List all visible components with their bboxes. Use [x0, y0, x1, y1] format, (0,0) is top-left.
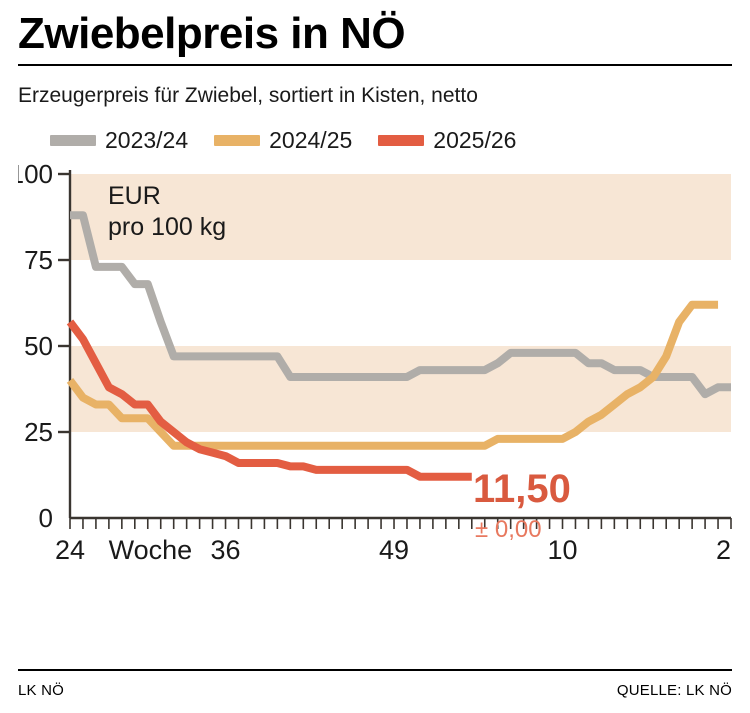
legend-label-2024-25: 2024/25 — [269, 127, 353, 154]
legend-label-2025-26: 2025/26 — [433, 127, 517, 154]
legend-item-2024-25: 2024/25 — [214, 129, 352, 152]
legend-item-2023-24: 2023/24 — [50, 129, 188, 152]
footer-divider — [18, 669, 732, 671]
chart-band-1 — [70, 346, 731, 433]
title-divider — [18, 64, 732, 66]
legend-item-2025-26: 2025/26 — [378, 129, 516, 152]
current-value-label: 11,50 — [473, 467, 571, 511]
unit-annotation-line2: pro 100 kg — [108, 213, 226, 241]
series-line-2023-24 — [70, 211, 731, 399]
page-title: Zwiebelpreis in NÖ — [18, 9, 406, 58]
x-tick-label: 49 — [379, 535, 409, 565]
y-tick-label: 0 — [39, 503, 53, 533]
y-tick-label: 100 — [18, 162, 53, 189]
legend-swatch-2023-24 — [50, 135, 96, 147]
y-tick-label: 50 — [24, 331, 53, 361]
line-chart: 0 25 50 75 100 24 36 49 10 23 Woche EUR pro 100 kg 11… — [18, 162, 732, 582]
legend-label-2023-24: 2023/24 — [105, 127, 189, 154]
footer-credit: LK NÖ — [18, 682, 65, 699]
footer-source: QUELLE: LK NÖ — [616, 682, 732, 699]
x-axis-caption: Woche — [109, 535, 193, 565]
x-tick-label: 24 — [55, 535, 85, 565]
series-line-2025-26 — [66, 319, 472, 481]
x-tick-label: 23 — [716, 535, 732, 565]
x-tick-label: 36 — [211, 535, 241, 565]
current-delta-label: ± 0,00 — [475, 516, 542, 543]
page-subtitle: Erzeugerpreis für Zwiebel, sortiert in K… — [18, 84, 478, 107]
y-tick-label: 25 — [24, 417, 53, 447]
y-tick-label: 75 — [24, 245, 53, 275]
footer: LK NÖ QUELLE: LK NÖ — [18, 682, 732, 699]
chart-canvas: 0 25 50 75 100 24 36 49 10 23 Woche EUR pro 100 kg 11… — [18, 162, 732, 565]
x-tick-label: 10 — [547, 535, 577, 565]
chart-band-0 — [70, 174, 731, 261]
series-line-2024-25 — [66, 300, 719, 450]
legend-swatch-2024-25 — [214, 135, 261, 147]
legend-swatch-2025-26 — [378, 135, 425, 147]
unit-annotation-line1: EUR — [108, 182, 161, 210]
chart-legend: 2023/24 2024/25 2025/26 — [18, 107, 732, 152]
